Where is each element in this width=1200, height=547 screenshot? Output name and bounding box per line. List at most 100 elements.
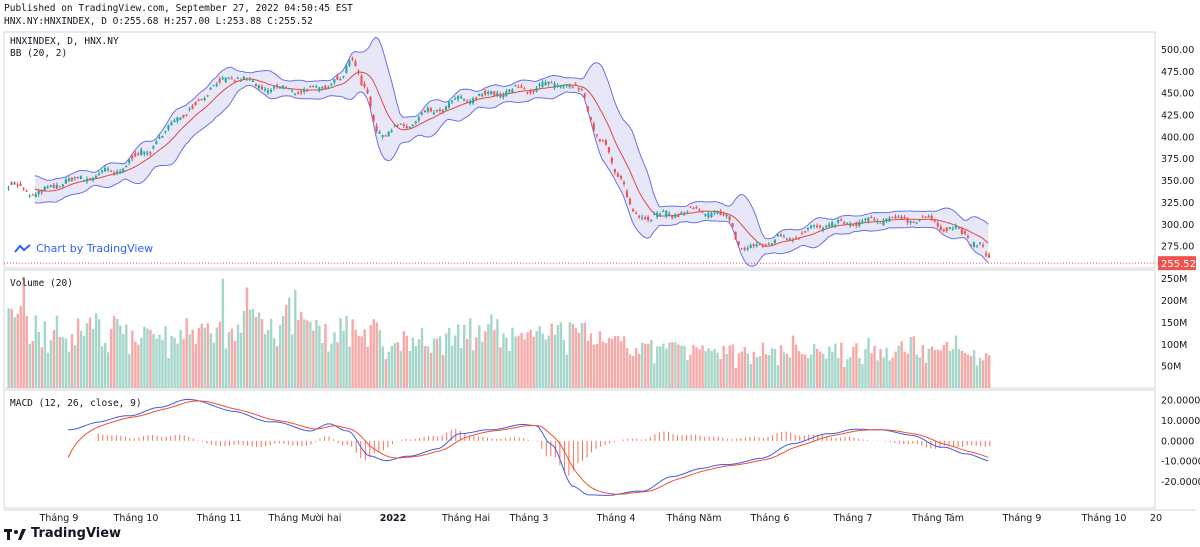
price-tick-label: 375.00 bbox=[1161, 154, 1194, 165]
volume-bar bbox=[140, 337, 143, 388]
candle bbox=[873, 216, 876, 222]
volume-bar bbox=[34, 315, 38, 388]
candle-body bbox=[363, 83, 366, 88]
candle-body bbox=[752, 244, 755, 247]
volume-bar bbox=[987, 355, 991, 388]
volume-bar bbox=[61, 337, 65, 388]
candle bbox=[743, 246, 746, 252]
chart-by-tradingview-link[interactable]: Chart by TradingView bbox=[14, 242, 153, 255]
candle bbox=[179, 116, 182, 121]
candle-body bbox=[773, 239, 776, 244]
volume-bar bbox=[399, 351, 403, 388]
candle bbox=[236, 76, 239, 79]
volume-bar bbox=[387, 351, 391, 388]
candle-body bbox=[731, 223, 734, 228]
candle bbox=[143, 151, 146, 157]
volume-bar bbox=[469, 318, 472, 388]
candle-body bbox=[318, 87, 321, 92]
candle bbox=[312, 85, 315, 88]
candle-body bbox=[306, 89, 309, 92]
volume-bar bbox=[610, 338, 614, 388]
candle-body bbox=[58, 186, 61, 188]
volume-bar bbox=[900, 341, 903, 388]
candle-body bbox=[269, 89, 273, 92]
candle-body bbox=[242, 76, 245, 80]
volume-bar bbox=[921, 344, 925, 388]
candle bbox=[631, 208, 635, 212]
volume-bar bbox=[816, 348, 819, 388]
volume-bar bbox=[209, 333, 213, 388]
candle-body bbox=[954, 225, 957, 229]
candle bbox=[945, 227, 948, 233]
volume-bar bbox=[876, 360, 879, 388]
volume-bar bbox=[128, 354, 131, 388]
tradingview-brand[interactable]: TradingView bbox=[4, 526, 121, 541]
volume-bar bbox=[345, 315, 348, 388]
candle bbox=[499, 91, 502, 99]
candle-body bbox=[460, 96, 463, 99]
volume-bar bbox=[16, 313, 19, 388]
volume-bar bbox=[897, 345, 900, 388]
candle bbox=[456, 95, 460, 102]
candle bbox=[668, 211, 671, 217]
candle bbox=[185, 114, 188, 117]
candle bbox=[472, 96, 475, 105]
candle-body bbox=[948, 227, 951, 230]
candle-body bbox=[378, 131, 381, 134]
candle bbox=[963, 230, 966, 236]
volume-bar bbox=[966, 354, 970, 388]
candle-body bbox=[438, 109, 441, 111]
candle-body bbox=[625, 191, 629, 198]
volume-bar bbox=[948, 350, 952, 388]
candle-body bbox=[538, 84, 541, 87]
volume-bar bbox=[315, 319, 318, 388]
candle-body bbox=[719, 210, 722, 216]
candle-body bbox=[182, 114, 185, 118]
candle-body bbox=[867, 218, 870, 222]
candle-body bbox=[861, 220, 864, 222]
candle bbox=[809, 224, 813, 230]
price-tick-label: 500.00 bbox=[1161, 45, 1194, 56]
volume-bar bbox=[601, 341, 605, 388]
volume-bar bbox=[348, 346, 351, 388]
candle bbox=[819, 224, 822, 230]
volume-bar bbox=[532, 336, 535, 388]
candle bbox=[100, 169, 104, 175]
main-legend: HNXINDEX, D, HNX.NY bbox=[10, 36, 119, 47]
bb-fill bbox=[34, 37, 989, 267]
candle-body bbox=[381, 135, 384, 137]
volume-bar bbox=[852, 346, 855, 388]
candle bbox=[701, 210, 704, 214]
volume-bar bbox=[936, 349, 940, 388]
candle-body bbox=[7, 187, 10, 189]
time-tick-label: Tháng 11 bbox=[196, 513, 242, 524]
candle bbox=[737, 241, 740, 248]
volume-bar bbox=[420, 328, 424, 388]
candle bbox=[466, 99, 469, 104]
volume-bar bbox=[40, 347, 44, 388]
candle-body bbox=[484, 90, 487, 95]
volume-tick-label: 200M bbox=[1161, 296, 1187, 307]
volume-bar bbox=[161, 340, 164, 388]
volume-bar bbox=[619, 341, 623, 388]
volume-bar bbox=[321, 342, 324, 388]
volume-pane bbox=[7, 276, 991, 388]
candle-body bbox=[698, 209, 701, 211]
candle-body bbox=[140, 149, 143, 156]
candle bbox=[535, 85, 538, 93]
volume-bar bbox=[100, 346, 104, 388]
candle bbox=[70, 177, 73, 182]
volume-bar bbox=[281, 316, 285, 388]
volume-bar bbox=[76, 318, 80, 388]
volume-bar bbox=[903, 351, 906, 388]
candle-body bbox=[79, 176, 82, 180]
volume-bar bbox=[776, 365, 780, 388]
volume-bar bbox=[710, 350, 713, 388]
candle bbox=[73, 176, 76, 181]
candle bbox=[930, 213, 933, 222]
candle-body bbox=[822, 227, 825, 230]
candle-body bbox=[514, 85, 517, 87]
volume-bar bbox=[683, 345, 686, 388]
candle-body bbox=[345, 65, 348, 73]
